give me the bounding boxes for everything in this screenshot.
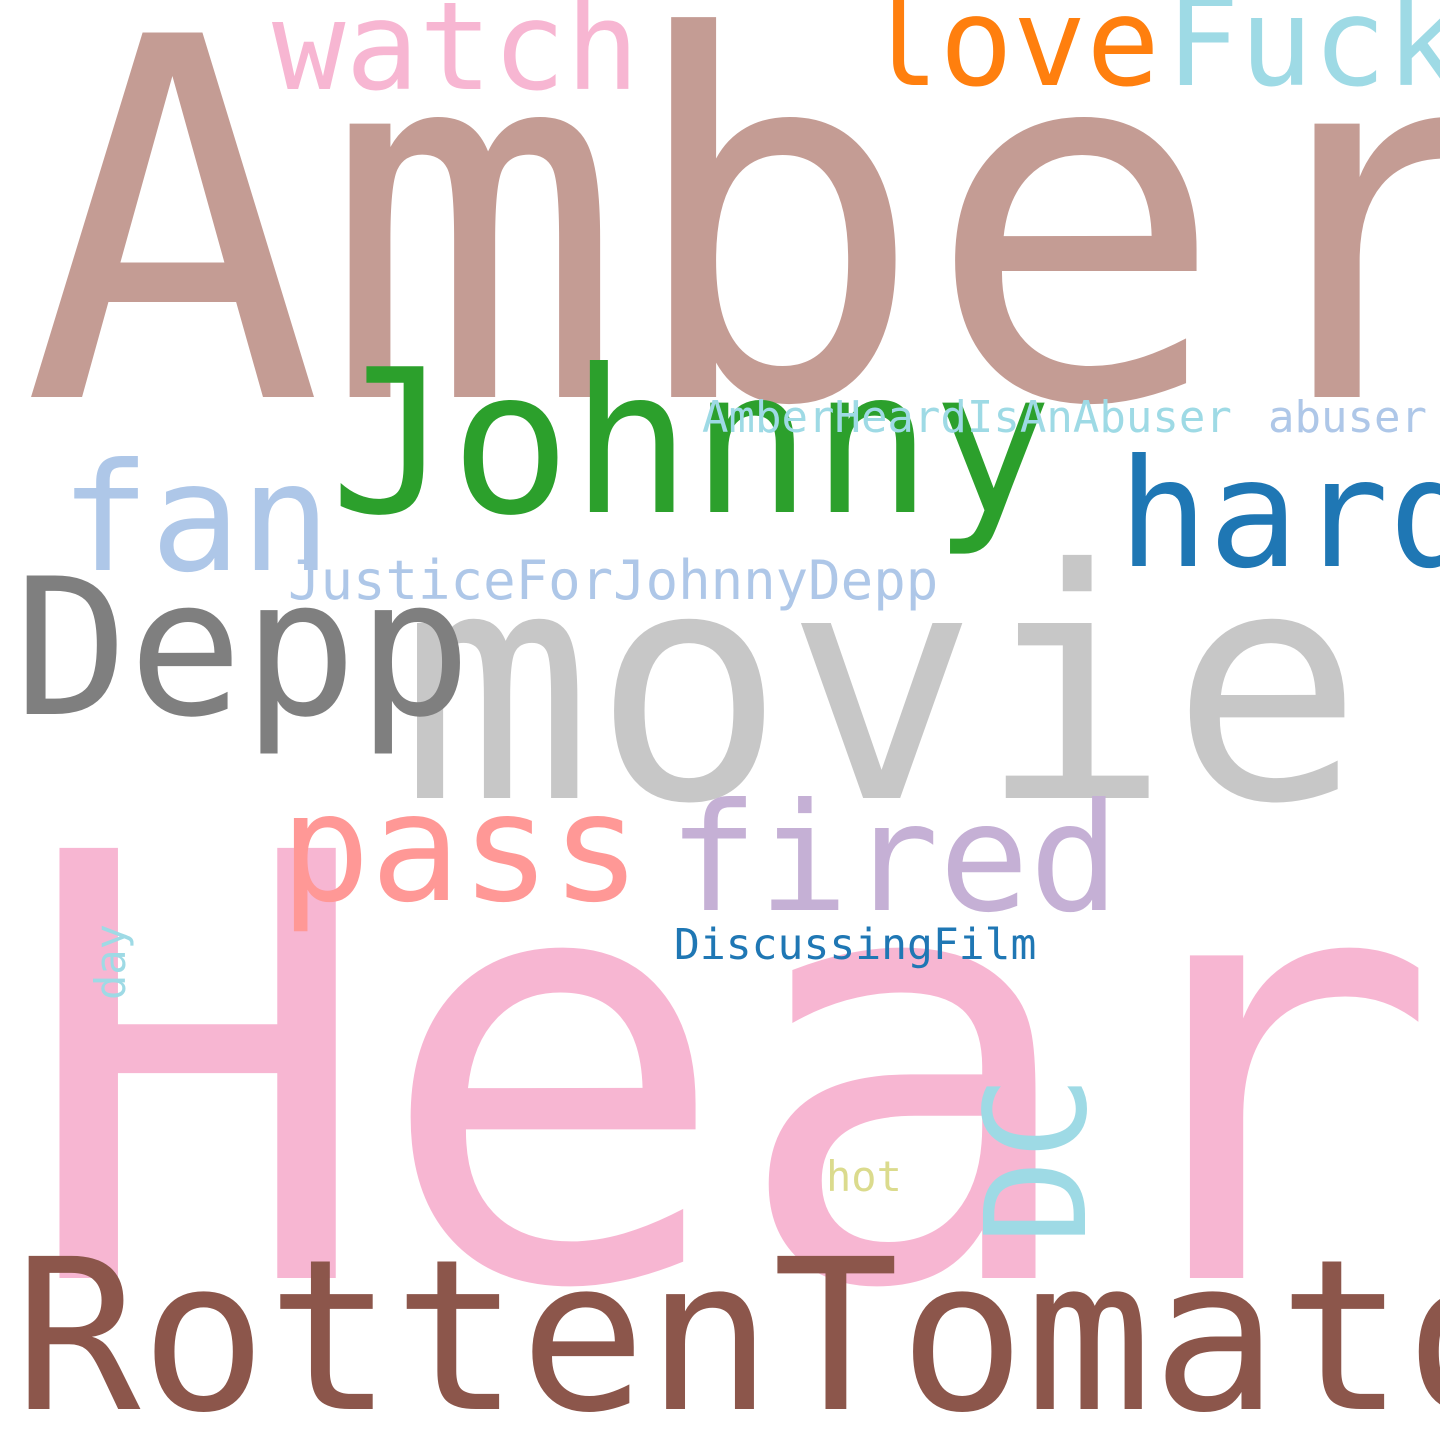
word-watch: watch xyxy=(272,0,640,118)
word-dc: DC xyxy=(956,1075,1119,1244)
word-amber: Amber xyxy=(22,0,1440,515)
word-movie: movie xyxy=(400,502,1364,874)
word-rottentomatoes: RottenTomatoes xyxy=(14,1214,1440,1440)
word-amberheardisanabuser: AmberHeardIsAnAbuser xyxy=(702,392,1232,443)
word-justiceforjohnnydepp: JusticeForJohnnyDepp xyxy=(288,549,939,612)
word-heard: Heard xyxy=(20,731,1440,1418)
word-fan: fan xyxy=(60,432,331,606)
word-hot: hot xyxy=(826,1152,902,1201)
word-fired: fired xyxy=(668,772,1120,946)
word-depp: Depp xyxy=(14,538,472,759)
word-day: day xyxy=(86,924,135,1000)
word-johnny: Johnny xyxy=(330,327,1053,560)
word-love: love xyxy=(866,0,1160,114)
word-discussingfilm: DiscussingFilm xyxy=(674,920,1037,970)
word-abuser: abuser xyxy=(1268,392,1427,443)
word-fuck: Fuck xyxy=(1166,0,1440,114)
word-pass: pass xyxy=(280,762,642,936)
word-hard: hard xyxy=(1118,428,1440,602)
